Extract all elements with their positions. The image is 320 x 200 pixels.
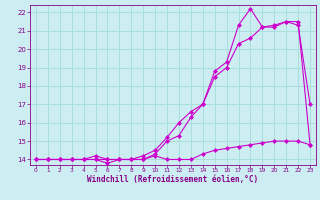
X-axis label: Windchill (Refroidissement éolien,°C): Windchill (Refroidissement éolien,°C) — [87, 175, 259, 184]
